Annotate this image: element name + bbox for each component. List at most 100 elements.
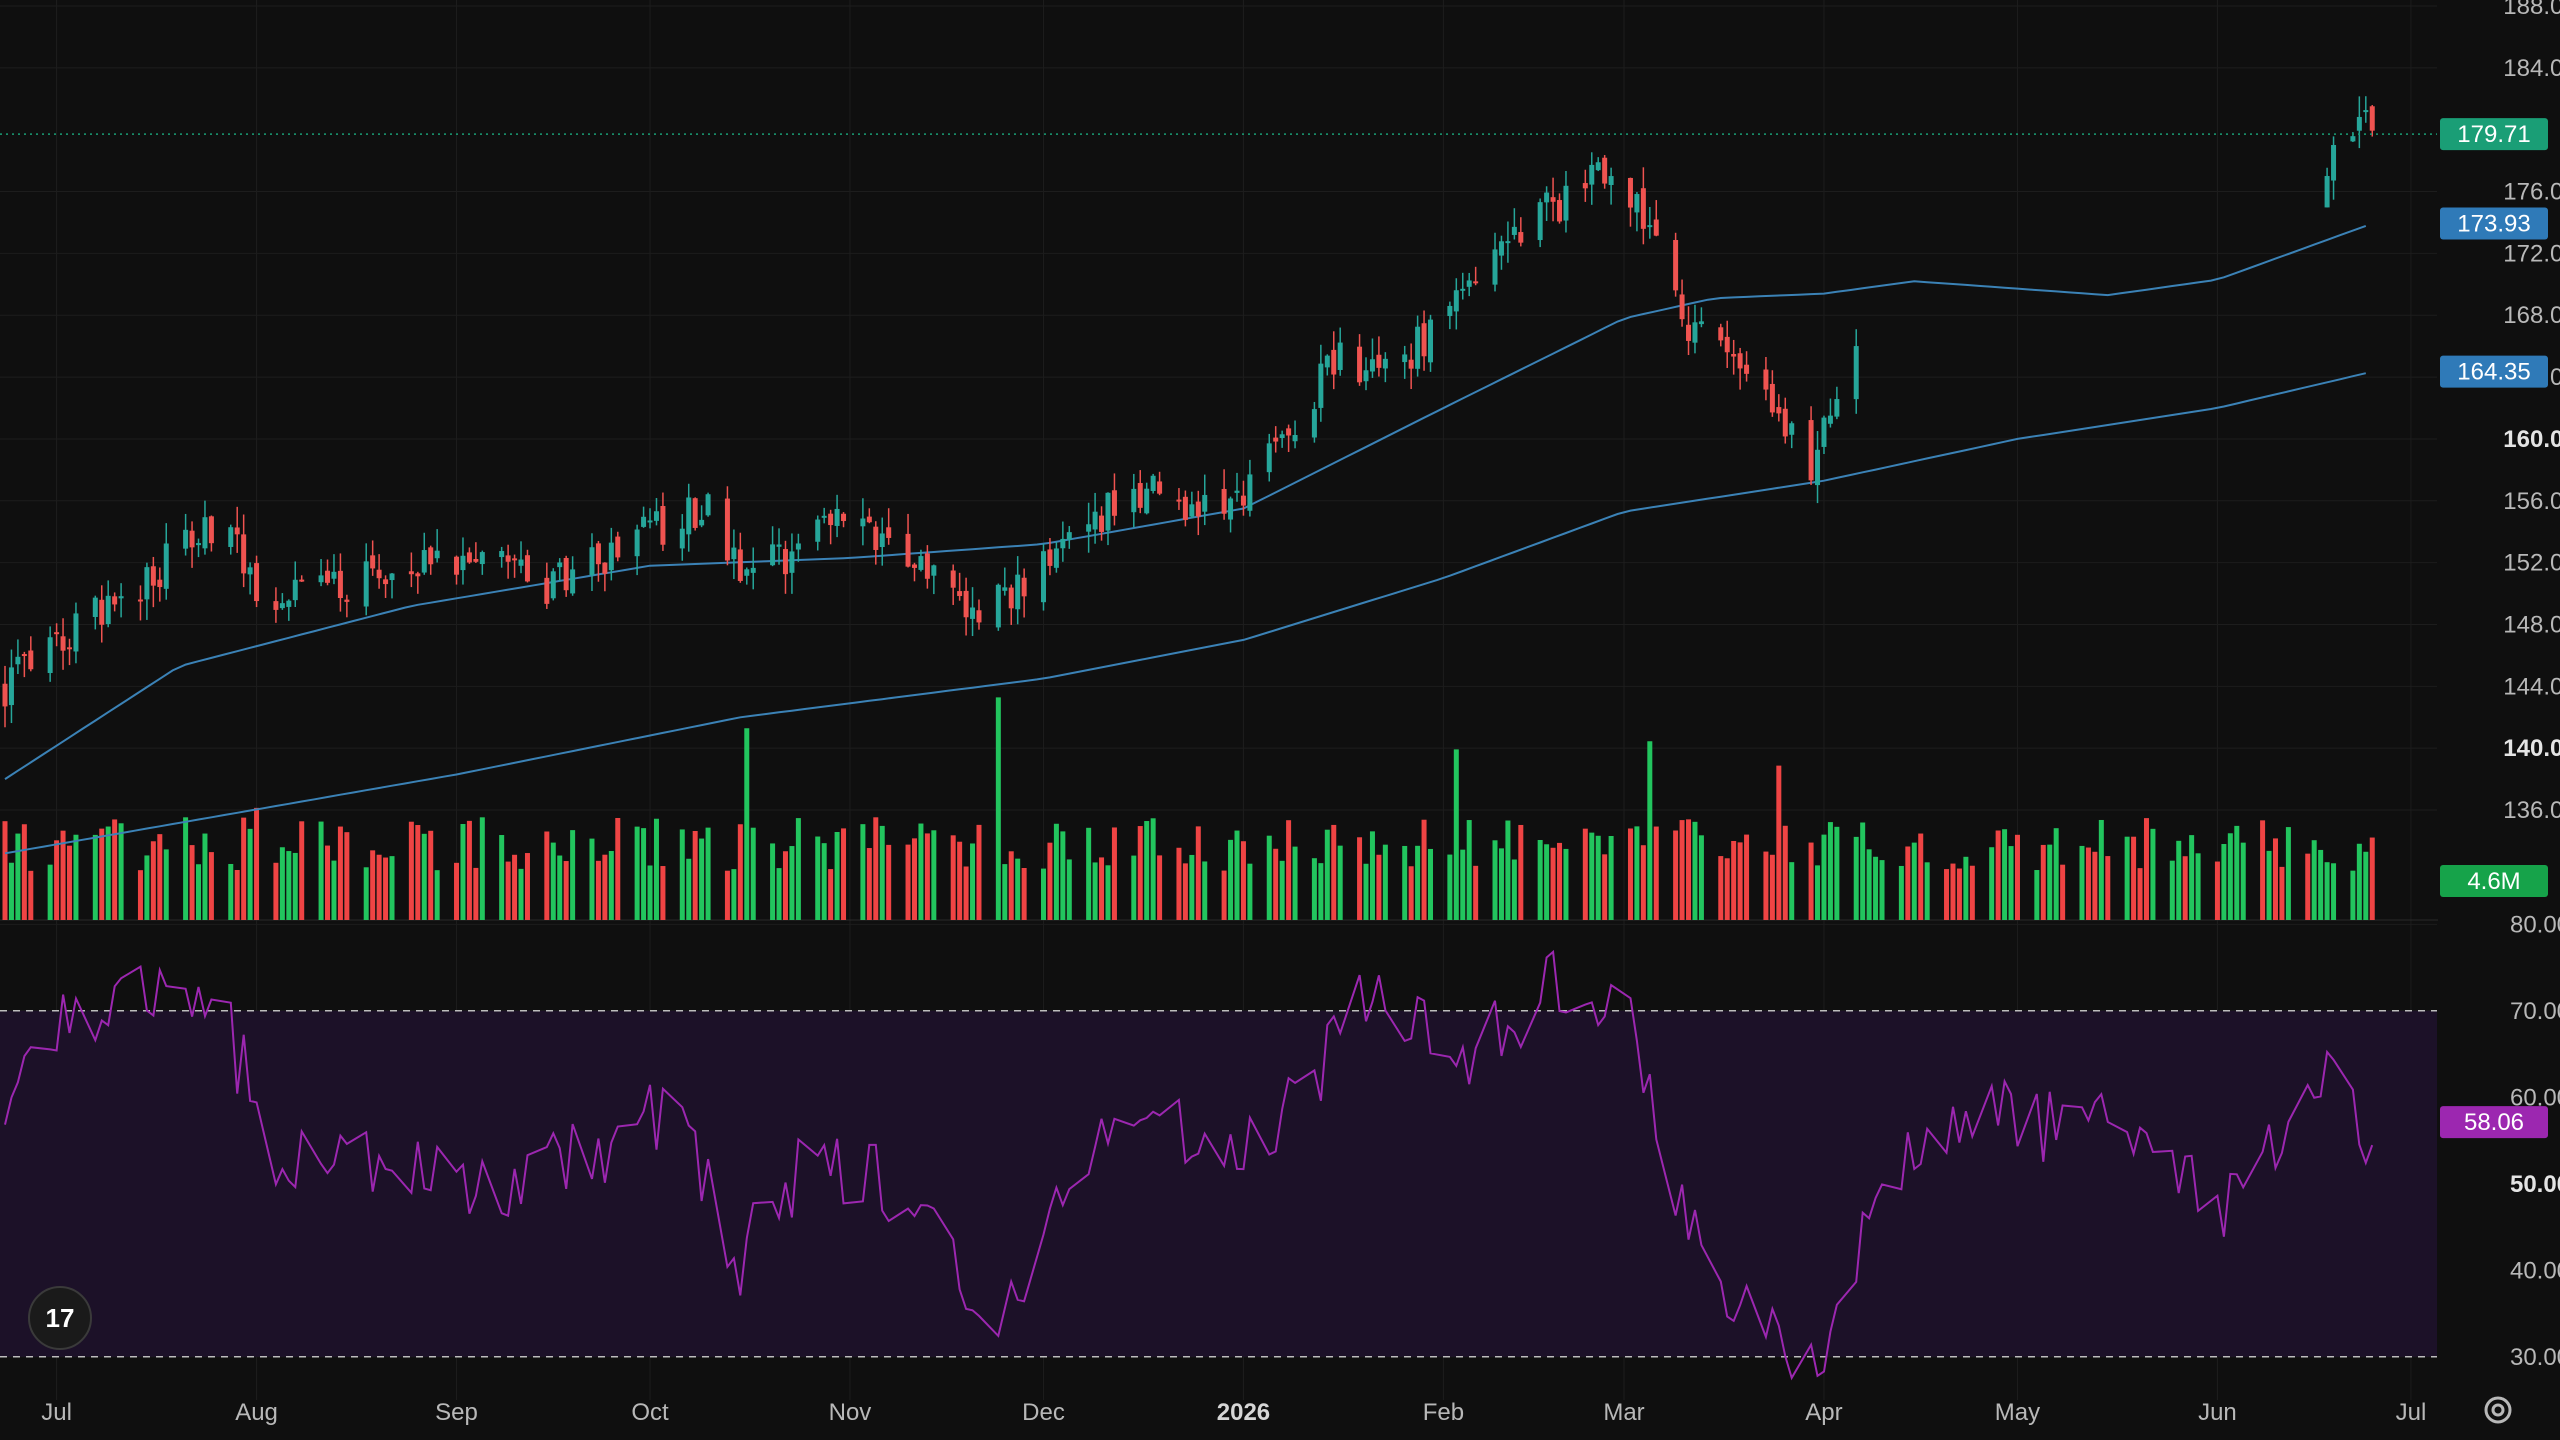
volume-bar <box>1718 856 1724 920</box>
volume-bar <box>1402 845 1408 920</box>
last-price-badge: 179.71 <box>2440 118 2548 151</box>
volume-bar <box>1473 865 1479 920</box>
volume-bar <box>92 834 98 920</box>
volume-bar <box>1963 856 1969 920</box>
price-tick-label: 168.00 <box>2503 302 2560 329</box>
candle-body <box>2350 136 2356 142</box>
rsi-tick-label: 40.00 <box>2510 1257 2560 1284</box>
volume-bar <box>473 867 479 920</box>
volume-bar <box>1415 845 1421 920</box>
candle-body <box>1369 359 1375 372</box>
candle-body <box>828 513 834 526</box>
volume-bar <box>1447 854 1453 920</box>
volume-bar <box>834 832 840 920</box>
volume-bar <box>389 856 395 920</box>
candle-body <box>2324 176 2330 208</box>
volume-badge-text: 4.6M <box>2467 868 2520 895</box>
price-tick-label: 156.00 <box>2503 488 2560 515</box>
volume-bar <box>886 844 892 920</box>
tradingview-logo[interactable]: 17 <box>28 1286 92 1350</box>
price-tick-label: 136.00 <box>2503 797 2560 824</box>
volume-bar <box>950 835 956 920</box>
candle-body <box>1066 532 1072 540</box>
candle-body <box>705 494 711 516</box>
volume-bar <box>1724 858 1730 920</box>
rsi-line-path <box>4 949 2374 1381</box>
volume-bar <box>1279 860 1285 920</box>
volume-bar <box>2060 864 2066 920</box>
candle-body <box>163 543 169 589</box>
candle-body <box>15 656 21 665</box>
price-tick-label: 176.00 <box>2503 179 2560 206</box>
candle-body <box>1157 481 1163 494</box>
candle-body <box>99 599 105 625</box>
time-tick-label: Mar <box>1603 1399 1644 1426</box>
candle-body <box>1053 548 1059 568</box>
volume-bar <box>1879 860 1885 920</box>
volume-bar <box>1550 847 1556 920</box>
candle-body <box>1105 492 1111 531</box>
candle-body <box>1608 176 1614 186</box>
candle-body <box>860 518 866 527</box>
volume-bar <box>1099 857 1105 920</box>
volume-bar <box>1111 827 1117 920</box>
volume-bar <box>724 870 730 920</box>
candle-body <box>1247 474 1253 511</box>
volume-bar <box>2040 844 2046 920</box>
candle-body <box>1137 483 1143 508</box>
volume-bar <box>634 826 640 920</box>
volume-bar <box>1544 844 1550 920</box>
settings-gear-icon[interactable] <box>2480 1392 2516 1428</box>
candle-body <box>254 563 260 602</box>
candle-body <box>1744 364 1750 374</box>
volume-bar <box>1602 854 1608 920</box>
volume-bar <box>344 832 350 920</box>
candle-body <box>1286 428 1292 436</box>
volume-bar <box>1053 823 1059 920</box>
moving-average-badge-text: 173.93 <box>2457 211 2530 238</box>
candle-body <box>750 567 756 573</box>
volume-bar <box>1311 858 1317 920</box>
candle-body <box>724 498 730 561</box>
candle-body <box>1498 241 1504 256</box>
volume-bar <box>1782 825 1788 920</box>
volume-bar <box>421 833 427 920</box>
volume-bar <box>428 830 434 920</box>
candle-body <box>47 637 53 674</box>
candle-body <box>1789 423 1795 435</box>
volume-bar <box>970 843 976 920</box>
volume-bar <box>1873 856 1879 920</box>
rsi-tick-label: 70.00 <box>2510 998 2560 1025</box>
volume-bar <box>1369 831 1375 920</box>
volume-bar <box>2137 868 2143 920</box>
time-tick-label: Jul <box>41 1399 72 1426</box>
candle-body <box>1808 420 1814 481</box>
volume-bar <box>1898 865 1904 920</box>
volume-bar <box>2221 844 2227 920</box>
volume-bar <box>1911 842 1917 920</box>
candle-body <box>589 547 595 576</box>
volume-bar <box>163 849 169 920</box>
volume-bar <box>2105 856 2111 920</box>
volume-bar <box>782 851 788 920</box>
volume-bar <box>241 817 247 920</box>
candle-body <box>1853 346 1859 400</box>
candle-body <box>499 551 505 558</box>
volume-bar <box>137 870 143 920</box>
candle-body <box>2356 116 2362 131</box>
volume-bar <box>286 851 292 920</box>
candle-body <box>318 575 324 583</box>
volume-bar <box>1015 858 1021 920</box>
candle-body <box>641 516 647 527</box>
volume-bar <box>1182 863 1188 920</box>
candle-body <box>1673 240 1679 291</box>
candle-body <box>150 566 156 586</box>
volume-bar <box>1589 832 1595 920</box>
volume-bar <box>2195 853 2201 920</box>
candle-body <box>744 569 750 576</box>
candle-body <box>963 590 969 618</box>
time-tick-label: May <box>1995 1399 2040 1426</box>
candle-body <box>1821 417 1827 447</box>
